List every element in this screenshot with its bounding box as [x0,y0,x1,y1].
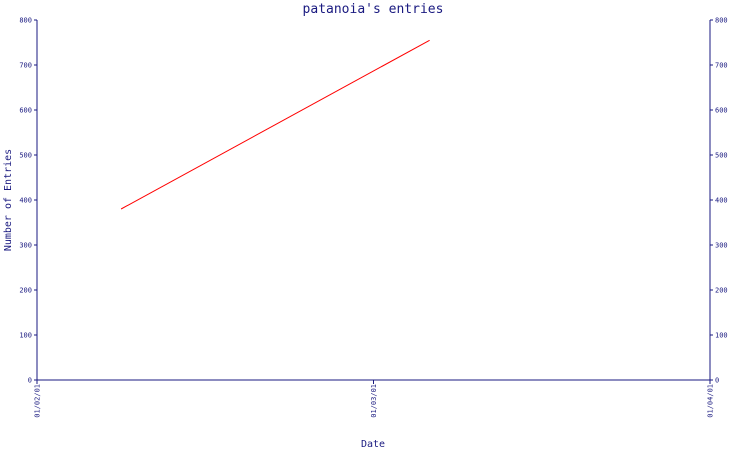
y-tick-label-right: 100 [715,332,728,340]
y-tick-label-right: 400 [715,197,728,205]
series-group [120,39,430,210]
y-ticks-left: 0 100 200 300 400 500 600 700 800 [19,17,37,385]
y-tick-label-left: 600 [19,107,32,115]
x-ticks: 01/02/01 01/03/01 01/04/01 [34,380,715,418]
y-tick-label-right: 700 [715,62,728,70]
y-tick-label-left: 0 [28,377,32,385]
y-tick-label-left: 800 [19,17,32,25]
y-tick-label-left: 300 [19,242,32,250]
x-tick-label: 01/03/01 [370,384,378,418]
y-tick-label-right: 300 [715,242,728,250]
y-axis-label: Number of Entries [3,149,14,251]
chart-title: patanoia's entries [303,2,444,17]
y-tick-label-right: 500 [715,152,728,160]
y-tick-label-left: 200 [19,287,32,295]
y-tick-label-right: 600 [715,107,728,115]
x-axis-label: Date [361,439,385,450]
y-tick-label-left: 500 [19,152,32,160]
x-tick-label: 01/04/01 [707,384,715,418]
y-ticks-right: 0 100 200 300 400 500 600 700 800 [710,17,728,385]
y-tick-label-left: 400 [19,197,32,205]
x-tick-label: 01/02/01 [34,384,42,418]
y-tick-label-right: 200 [715,287,728,295]
y-tick-label-right: 0 [715,377,719,385]
series-line [120,39,430,210]
y-tick-label-right: 800 [715,17,728,25]
y-tick-label-left: 100 [19,332,32,340]
y-tick-label-left: 700 [19,62,32,70]
